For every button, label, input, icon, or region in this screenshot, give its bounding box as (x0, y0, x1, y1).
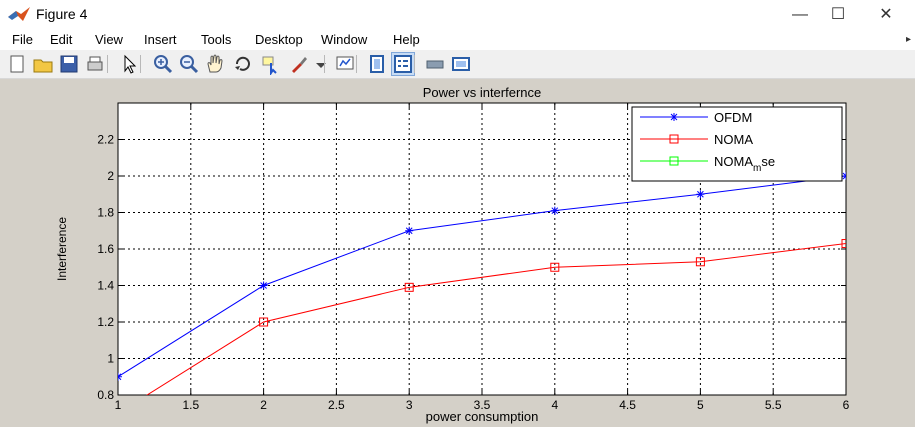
y-tick-label: 0.8 (97, 388, 114, 402)
menu-view[interactable]: View (95, 32, 123, 47)
axis-ticks: 1 1.5 2 2.5 3 3.5 4 4.5 5 5.5 60.811.21.41.61.822.… (97, 103, 850, 412)
data-point-marker (696, 190, 705, 199)
menu-tools[interactable]: Tools (201, 32, 232, 47)
line-chart[interactable]: 1 1.5 2 2.5 3 3.5 4 4.5 5 5.5 60.811.21.41.61.822.… (0, 79, 915, 427)
hide-plot-tools-icon[interactable] (424, 53, 446, 75)
y-tick-label: 1.8 (97, 206, 114, 220)
data-point-marker (842, 172, 846, 180)
y-tick-label: 2 (107, 169, 114, 183)
open-file-icon[interactable] (32, 53, 54, 75)
y-tick-label: 1.2 (97, 315, 114, 329)
matlab-logo-icon (8, 7, 30, 21)
brush-icon[interactable] (288, 53, 310, 75)
zoom-in-icon[interactable] (152, 53, 174, 75)
x-axis-label: power consumption (426, 409, 539, 424)
show-plot-tools-icon[interactable] (450, 53, 472, 75)
menu-window[interactable]: Window (321, 32, 368, 47)
series-1 (146, 239, 846, 395)
legend-marker (669, 134, 679, 144)
series-line (118, 175, 846, 378)
legend-label: NOMAmse (714, 154, 775, 174)
zoom-out-icon[interactable] (178, 53, 200, 75)
print-icon[interactable] (84, 53, 106, 75)
menu-help[interactable]: Help (393, 32, 420, 47)
link-plot-icon[interactable] (334, 53, 356, 75)
insert-colorbar-icon[interactable] (366, 53, 388, 75)
menu-edit[interactable]: Edit (50, 32, 73, 47)
y-tick-label: 2.2 (97, 133, 114, 147)
x-tick-label: 2 (260, 398, 267, 412)
legend-box (631, 106, 843, 182)
maximize-button[interactable]: ☐ (830, 6, 846, 23)
data-point-marker (550, 262, 560, 272)
data-point-marker (118, 372, 122, 381)
menu-overflow-arrow-icon[interactable]: ▸ (905, 34, 911, 45)
data-cursor-icon[interactable] (260, 53, 282, 75)
pan-hand-icon[interactable] (204, 53, 226, 75)
y-tick-label: 1 (107, 352, 114, 366)
legend-marker (669, 156, 679, 166)
toolbar-separator (324, 55, 325, 73)
brush-dropdown-icon[interactable] (310, 53, 332, 75)
data-point-marker (259, 317, 269, 327)
x-tick-label: 1 (115, 398, 122, 412)
y-axis-label: Interference (55, 217, 69, 281)
legend-label: OFDM (714, 110, 752, 125)
y-tick-label: 1.4 (97, 279, 114, 293)
figure-toolbar (0, 50, 915, 79)
data-point-marker (695, 257, 705, 267)
x-tick-label: 4.5 (619, 398, 636, 412)
x-tick-label: 5.5 (765, 398, 782, 412)
y-tick-label: 1.6 (97, 242, 114, 256)
legend-label: NOMA (714, 132, 753, 147)
close-button[interactable]: ✕ (879, 6, 893, 23)
x-tick-label: 2.5 (328, 398, 345, 412)
minimize-button[interactable]: — (792, 6, 808, 23)
toolbar-separator (107, 55, 108, 73)
data-point-marker (550, 206, 559, 215)
insert-legend-icon[interactable] (391, 52, 415, 76)
x-tick-label: 5 (697, 398, 704, 412)
menu-desktop[interactable]: Desktop (255, 32, 303, 47)
toolbar-separator (356, 55, 357, 73)
toolbar-separator (140, 55, 141, 73)
series-group (118, 172, 846, 395)
window-titlebar: Figure 4 — ☐ ✕ (0, 0, 915, 30)
data-point-marker (841, 239, 846, 249)
toolbar-separator (414, 55, 415, 73)
figure-canvas: 1 1.5 2 2.5 3 3.5 4 4.5 5 5.5 6 0.8 1 1.2 1.4 1.6 1.8 2 2.… (0, 79, 915, 427)
window-title: Figure 4 (36, 6, 88, 22)
series-line (146, 243, 846, 395)
chart-title: Power vs interfernce (423, 85, 542, 100)
data-point-marker (404, 282, 414, 292)
x-tick-label: 1.5 (182, 398, 199, 412)
data-point-marker (259, 281, 268, 290)
menu-insert[interactable]: Insert (144, 32, 177, 47)
legend-marker (670, 113, 678, 121)
menu-bar: File Edit View Insert Tools Desktop Wind… (0, 30, 915, 50)
x-tick-label: 3.5 (474, 398, 491, 412)
arrow-select-icon[interactable] (118, 53, 140, 75)
new-figure-icon[interactable] (6, 53, 28, 75)
save-icon[interactable] (58, 53, 80, 75)
menu-file[interactable]: File (12, 32, 33, 47)
data-point-marker (405, 226, 414, 235)
x-tick-label: 3 (406, 398, 413, 412)
x-tick-label: 6 (843, 398, 850, 412)
rotate-3d-icon[interactable] (232, 53, 254, 75)
chart-legend[interactable]: OFDM NOMA NOMAmse (631, 106, 843, 182)
series-0 (118, 172, 846, 381)
x-tick-label: 4 (551, 398, 558, 412)
